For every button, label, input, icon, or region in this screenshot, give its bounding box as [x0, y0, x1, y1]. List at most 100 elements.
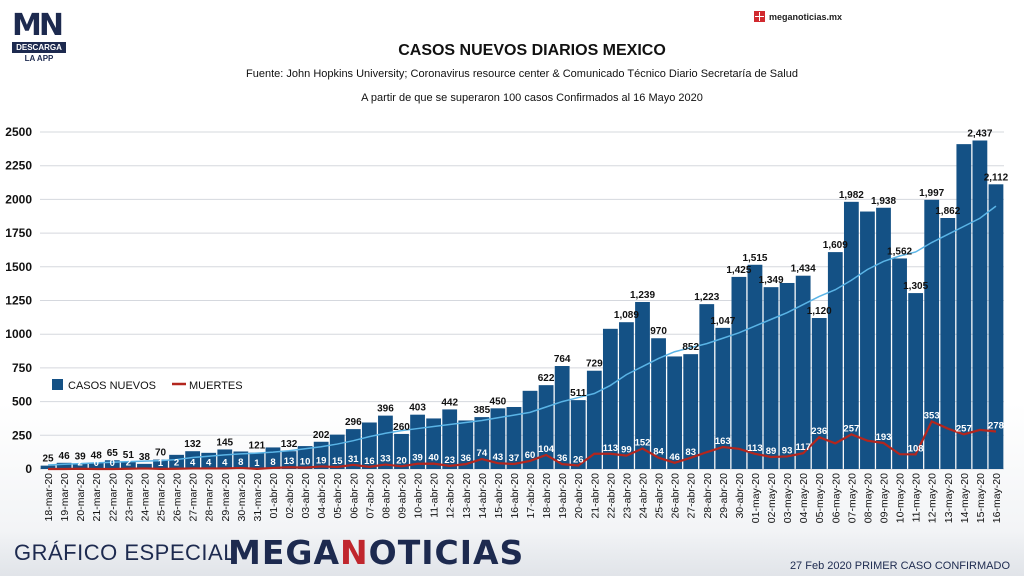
- bar: [458, 420, 474, 469]
- x-tick-label: 17-abr-20: [525, 473, 537, 519]
- case-value-label: 970: [650, 326, 667, 337]
- case-value-label: 764: [554, 354, 571, 365]
- case-value-label: 852: [682, 342, 699, 353]
- x-tick-label: 14-abr-20: [477, 473, 489, 519]
- case-value-label: 121: [249, 441, 266, 452]
- death-value-label: 8: [238, 457, 243, 468]
- x-tick-label: 16-may-20: [991, 473, 1003, 523]
- y-tick-label: 2250: [5, 159, 32, 173]
- bar: [297, 446, 313, 469]
- death-value-label: 36: [460, 453, 471, 464]
- death-value-label: 2: [174, 458, 179, 469]
- death-value-label: 46: [669, 452, 680, 463]
- death-value-label: 4: [190, 457, 196, 468]
- x-tick-label: 04-abr-20: [316, 473, 328, 519]
- bar: [313, 441, 329, 469]
- y-tick-label: 250: [12, 428, 32, 442]
- x-tick-label: 13-may-20: [943, 473, 955, 523]
- bar: [249, 452, 265, 469]
- mn-logo[interactable]: MN DESCARGA LA APP: [12, 11, 66, 63]
- bar: [378, 415, 393, 469]
- bar: [40, 465, 56, 469]
- case-value-label: 450: [490, 396, 507, 407]
- y-tick-label: 750: [12, 361, 32, 375]
- x-tick-label: 30-abr-20: [734, 473, 746, 519]
- x-tick-label: 07-abr-20: [364, 473, 376, 519]
- x-tick-label: 25-mar-20: [156, 473, 168, 522]
- bar: [763, 287, 779, 469]
- case-value-label: 1,862: [935, 206, 960, 217]
- trend-line: [48, 205, 997, 466]
- death-value-label: 236: [811, 426, 827, 437]
- x-tick-label: 20-mar-20: [75, 473, 87, 522]
- x-tick-label: 13-abr-20: [461, 473, 473, 519]
- death-value-label: 43: [493, 452, 504, 463]
- x-tick-label: 04-may-20: [798, 473, 810, 523]
- death-value-label: 23: [444, 455, 455, 466]
- case-value-label: 1,562: [887, 246, 912, 257]
- x-tick-label: 23-abr-20: [621, 473, 633, 519]
- x-tick-label: 19-mar-20: [59, 473, 71, 522]
- site-badge[interactable]: meganoticias.mx: [754, 11, 842, 22]
- y-tick-label: 1000: [5, 327, 32, 341]
- bar: [715, 327, 731, 469]
- x-tick-label: 26-abr-20: [670, 473, 682, 519]
- bar: [586, 370, 602, 469]
- bar: [811, 318, 827, 469]
- death-value-label: 104: [538, 444, 555, 455]
- death-value-label: 8: [270, 457, 275, 468]
- x-tick-label: 26-mar-20: [172, 473, 184, 522]
- bar: [506, 406, 522, 469]
- y-tick-label: 1250: [5, 294, 32, 308]
- case-value-label: 70: [155, 448, 167, 459]
- death-value-label: 15: [332, 456, 343, 467]
- bar: [474, 417, 490, 469]
- bar: [153, 459, 168, 469]
- bar: [827, 252, 843, 469]
- bar: [988, 184, 1004, 469]
- x-tick-label: 18-abr-20: [541, 473, 553, 519]
- x-tick-label: 23-mar-20: [123, 473, 135, 522]
- death-value-label: 19: [316, 455, 327, 466]
- bar: [956, 144, 972, 469]
- footer-first-case-note: 27 Feb 2020 PRIMER CASO CONFIRMADO: [789, 560, 1010, 572]
- death-value-label: 36: [557, 453, 568, 464]
- death-value-label: 40: [428, 453, 439, 464]
- death-value-label: 10: [300, 457, 311, 468]
- death-value-label: 193: [876, 432, 892, 443]
- death-value-label: 33: [380, 454, 391, 465]
- death-value-label: 2: [78, 458, 83, 469]
- bar: [185, 451, 201, 469]
- death-value-label: 353: [924, 410, 940, 421]
- death-value-label: 0: [94, 458, 99, 469]
- x-tick-label: 11-abr-20: [429, 473, 441, 518]
- x-tick-label: 06-may-20: [830, 473, 842, 523]
- bar: [570, 400, 586, 469]
- death-value-label: 152: [635, 438, 651, 449]
- x-tick-label: 03-may-20: [782, 473, 794, 523]
- case-value-label: 51: [123, 450, 135, 461]
- bar: [426, 418, 442, 469]
- x-tick-label: 03-abr-20: [300, 473, 312, 519]
- x-tick-label: 05-abr-20: [332, 473, 344, 519]
- x-tick-label: 09-may-20: [879, 473, 891, 523]
- case-value-label: 1,120: [807, 306, 832, 317]
- death-value-label: 99: [621, 445, 632, 456]
- chart-note: A partir de que se superaron 100 casos C…: [361, 92, 703, 104]
- case-value-label: 442: [441, 397, 458, 408]
- bar: [972, 140, 988, 469]
- bar: [683, 354, 699, 469]
- bar: [120, 462, 136, 469]
- x-tick-label: 21-abr-20: [589, 473, 601, 519]
- x-tick-label: 01-abr-20: [268, 473, 280, 519]
- case-value-label: 729: [586, 359, 603, 370]
- death-value-label: 0: [110, 458, 115, 469]
- case-value-label: 1,982: [839, 190, 864, 201]
- case-value-label: 1,349: [759, 275, 784, 286]
- x-tick-label: 24-mar-20: [139, 473, 151, 522]
- x-tick-label: 22-mar-20: [107, 473, 119, 522]
- death-value-label: 278: [988, 421, 1004, 432]
- logo-app-label: LA APP: [24, 54, 54, 63]
- case-value-label: 260: [393, 422, 410, 433]
